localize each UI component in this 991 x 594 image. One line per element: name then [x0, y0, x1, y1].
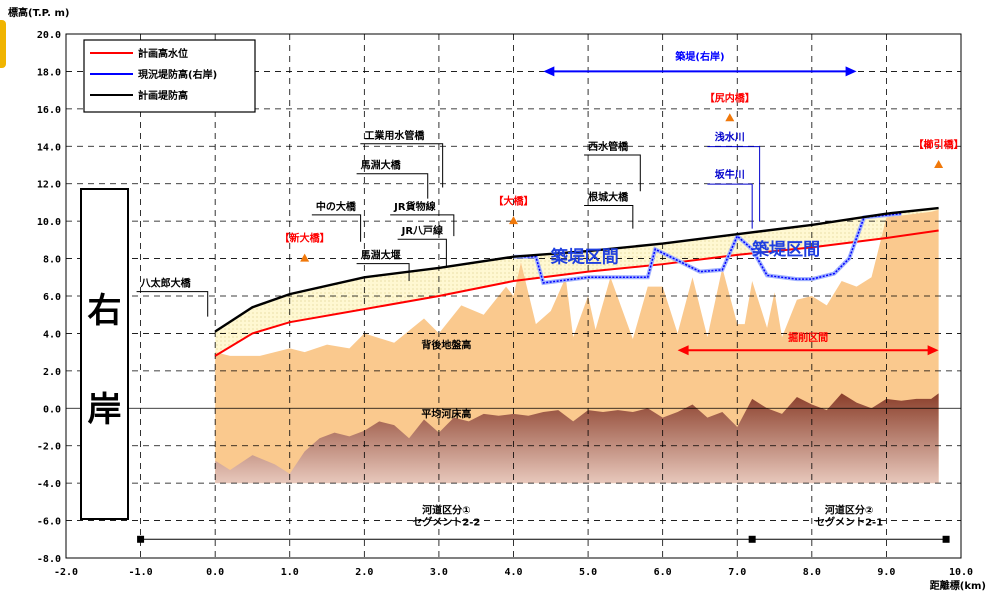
x-tick-label: 5.0	[579, 567, 597, 578]
bridge-marker	[300, 253, 310, 262]
embankment-zone-label: 築堤区間	[751, 239, 820, 260]
grid-layer	[66, 34, 961, 558]
legend-entry: 計画高水位	[138, 47, 188, 60]
bridge-leader	[356, 263, 410, 282]
area-label: 背後地盤高	[421, 338, 471, 351]
y-tick-label: -4.0	[37, 479, 61, 490]
marker-label: 【大橋】	[494, 194, 534, 207]
bridge-label: 根城大橋	[588, 191, 629, 204]
area-label: 平均河床高	[421, 408, 471, 421]
bank-box	[80, 188, 129, 520]
y-tick-label: 6.0	[43, 292, 61, 303]
series-layer	[214, 206, 939, 357]
y-tick-label: 18.0	[37, 67, 61, 78]
bridge-leader	[311, 214, 362, 242]
x-tick-label: -1.0	[129, 567, 153, 578]
tributary-label: 浅水川	[715, 131, 745, 144]
bridge-label: 西水管橋	[588, 140, 629, 153]
y-tick-label: -6.0	[37, 517, 61, 528]
span-arrow-head	[845, 66, 857, 77]
segment-sublabel: セグメント2-2	[412, 515, 480, 528]
x-tick-label: 2.0	[355, 567, 373, 578]
bridge-label: 八太郎大橋	[140, 277, 192, 290]
y-tick-label: -8.0	[37, 554, 61, 565]
bridge-label: JR八戸線	[401, 224, 443, 237]
y-axis-label: 標高(T.P. m)	[8, 6, 69, 19]
segment-sublabel: セグメント2-1	[815, 515, 883, 528]
x-tick-label: 10.0	[949, 567, 973, 578]
embankment-zone-label: 築堤区間	[550, 246, 619, 267]
x-tick-label: 0.0	[206, 567, 224, 578]
y-tick-label: 10.0	[37, 217, 61, 228]
bridge-label: 馬淵大橋	[361, 159, 402, 172]
y-tick-label: 4.0	[43, 329, 61, 340]
series-line	[214, 229, 939, 357]
bridge-label: 馬淵大堰	[361, 249, 401, 262]
bridge-leader	[584, 154, 641, 192]
area-layer	[215, 208, 939, 484]
freeboard-area	[215, 208, 939, 356]
y-tick-label: 12.0	[37, 180, 61, 191]
bridge-marker	[934, 160, 944, 168]
x-tick-label: 9.0	[877, 567, 895, 578]
x-axis-label: 距離標(km)	[930, 579, 986, 592]
span-arrow-head	[927, 345, 939, 356]
x-tick-label: 8.0	[803, 567, 821, 578]
series-line	[513, 212, 902, 284]
bridge-label: 工業用水管橋	[364, 129, 425, 142]
plot-frame	[65, 33, 962, 559]
segment-endpoint	[748, 535, 756, 543]
legend-entry: 現況堤防高(右岸)	[138, 68, 217, 81]
marker-label: 【尻内橋】	[705, 91, 755, 104]
corner-tab	[0, 20, 6, 68]
legend-entry: 計画堤防高	[138, 89, 188, 102]
marker-label: 【新大橋】	[280, 232, 330, 245]
bridge-marker	[509, 216, 518, 225]
bridge-label: 中の大橋	[316, 200, 357, 213]
segment-label: 河道区分②	[825, 503, 873, 516]
bridge-leader	[356, 173, 429, 199]
x-tick-label: 1.0	[281, 567, 299, 578]
axes-layer: 20.0 18.0 16.0 14.0 12.0 10.0 8.0 6.0 4.0 2.0 0.0 -…	[37, 30, 973, 578]
bridge-leader	[397, 238, 447, 268]
bridge-leader	[136, 291, 209, 317]
bridge-leader	[360, 143, 444, 188]
y-tick-label: 16.0	[37, 105, 61, 116]
bridge-leader	[390, 214, 455, 237]
y-tick-label: 20.0	[37, 30, 61, 41]
y-tick-label: 14.0	[37, 142, 61, 153]
tributary-label: 坂牛川	[715, 168, 745, 181]
x-tick-label: 7.0	[728, 567, 746, 578]
x-tick-label: 3.0	[430, 567, 448, 578]
bank-label-top: 右	[88, 291, 122, 331]
y-tick-label: 8.0	[43, 255, 61, 266]
bridge-label: JR貨物線	[393, 200, 435, 213]
x-tick-label: -2.0	[54, 567, 78, 578]
y-tick-label: -2.0	[37, 442, 61, 453]
span-label: 築堤(右岸)	[674, 50, 724, 63]
span-arrow-head	[677, 345, 689, 356]
bank-label-bottom: 岸	[88, 390, 122, 430]
segment-endpoint	[137, 535, 145, 543]
riverbed-area	[215, 393, 939, 484]
y-tick-label: 2.0	[43, 367, 61, 378]
x-tick-label: 4.0	[504, 567, 522, 578]
span-label: 掘削区間	[788, 331, 828, 344]
bridge-leader	[584, 205, 634, 229]
x-tick-label: 6.0	[654, 567, 672, 578]
segment-endpoint	[942, 535, 950, 543]
span-arrow-head	[543, 66, 555, 77]
series-line	[214, 206, 939, 333]
y-tick-label: 0.0	[43, 404, 61, 415]
marker-label: 【櫛引橋】	[914, 138, 964, 151]
segment-label: 河道区分①	[422, 503, 470, 516]
bridge-marker	[725, 113, 735, 122]
